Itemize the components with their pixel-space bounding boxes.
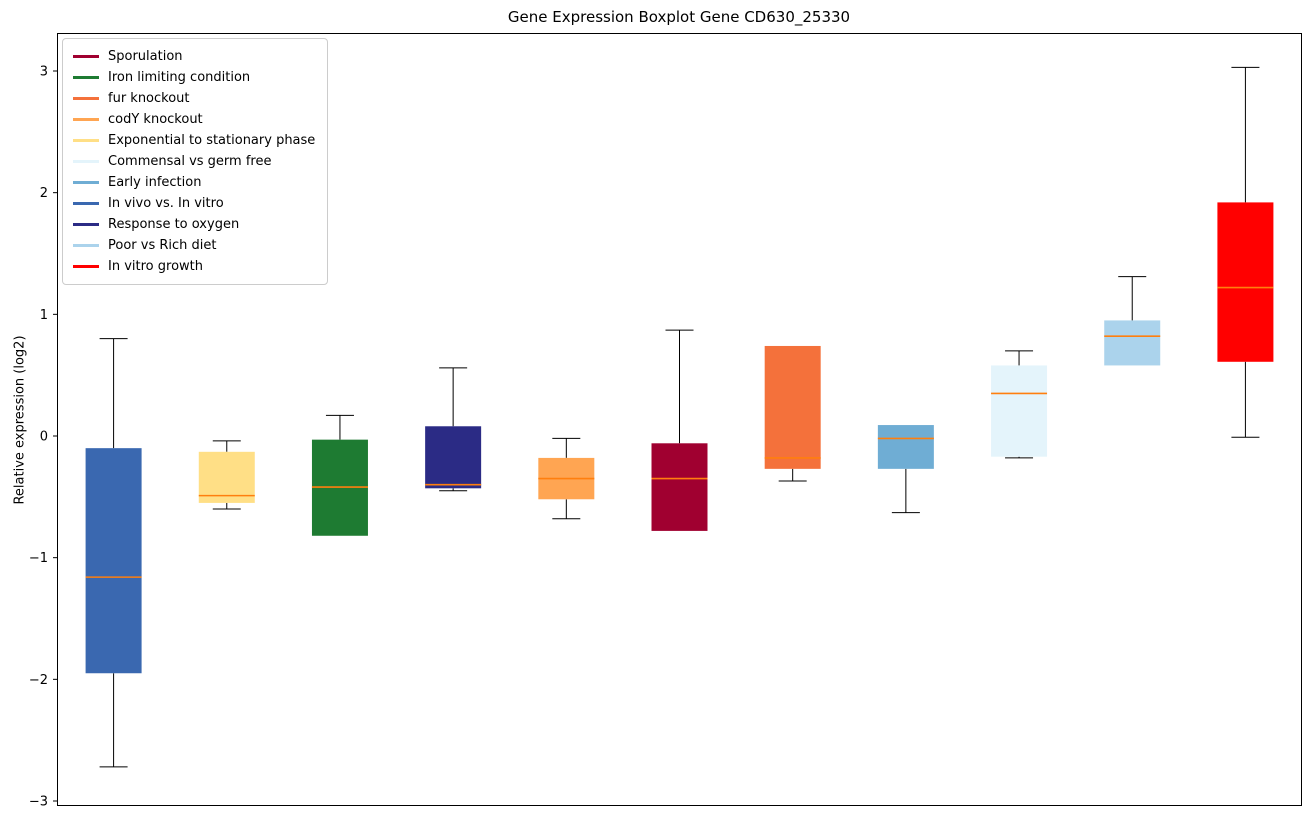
legend-swatch bbox=[73, 55, 99, 58]
legend-label: Poor vs Rich diet bbox=[108, 238, 217, 253]
legend-item-commensal-vs-germ-free: Commensal vs germ free bbox=[73, 151, 315, 172]
legend-swatch bbox=[73, 118, 99, 121]
y-tick-label: 2 bbox=[40, 186, 48, 201]
legend-swatch bbox=[73, 181, 99, 184]
box-in-vitro-growth bbox=[1217, 66, 1274, 438]
legend-swatch bbox=[73, 160, 99, 163]
box-fur-knockout bbox=[764, 345, 821, 482]
legend: Sporulation Iron limiting condition fur kn… bbox=[62, 38, 329, 285]
legend-label: Early infection bbox=[108, 175, 202, 190]
box-body bbox=[198, 451, 255, 503]
plot-area: −3 −2 −1 0 1 2 3 bbox=[29, 33, 1302, 810]
legend-item-iron-limiting-condition: Iron limiting condition bbox=[73, 67, 315, 88]
legend-item-sporulation: Sporulation bbox=[73, 46, 315, 67]
chart-title: Gene Expression Boxplot Gene CD630_25330 bbox=[507, 8, 851, 26]
box-sporulation bbox=[651, 329, 708, 531]
legend-swatch bbox=[73, 223, 99, 226]
box-body bbox=[764, 345, 821, 469]
legend-label: codY knockout bbox=[108, 112, 203, 127]
y-tick-label: −2 bbox=[29, 673, 48, 688]
legend-swatch bbox=[73, 139, 99, 142]
legend-swatch bbox=[73, 202, 99, 205]
legend-item-poor-vs-rich-diet: Poor vs Rich diet bbox=[73, 235, 315, 256]
legend-label: In vitro growth bbox=[108, 259, 203, 274]
box-cody-knockout bbox=[538, 437, 595, 520]
legend-label: Iron limiting condition bbox=[108, 70, 251, 85]
box-poor-vs-rich-diet bbox=[1104, 276, 1161, 366]
legend-item-response-to-oxygen: Response to oxygen bbox=[73, 214, 315, 235]
legend-swatch bbox=[73, 265, 99, 268]
box-body bbox=[425, 426, 482, 489]
legend-label: Response to oxygen bbox=[108, 217, 240, 232]
box-response-to-oxygen bbox=[425, 367, 482, 492]
legend-label: fur knockout bbox=[108, 91, 190, 106]
legend-item-cody-knockout: codY knockout bbox=[73, 109, 315, 130]
legend-item-early-infection: Early infection bbox=[73, 172, 315, 193]
box-body bbox=[991, 365, 1048, 457]
legend-label: Commensal vs germ free bbox=[108, 154, 272, 169]
box-body bbox=[1217, 202, 1274, 362]
legend-label: In vivo vs. In vitro bbox=[108, 196, 224, 211]
box-exponential-to-stationary-phase bbox=[198, 440, 255, 510]
y-tick-label: −1 bbox=[29, 551, 48, 566]
legend-item-in-vivo-vs-in-vitro: In vivo vs. In vitro bbox=[73, 193, 315, 214]
legend-item-in-vitro-growth: In vitro growth bbox=[73, 256, 315, 277]
box-iron-limiting-condition bbox=[311, 414, 368, 536]
y-tick-label: 0 bbox=[40, 430, 48, 445]
legend-item-exponential-to-stationary-phase: Exponential to stationary phase bbox=[73, 130, 315, 151]
legend-label: Exponential to stationary phase bbox=[108, 133, 316, 148]
box-body bbox=[1104, 320, 1161, 366]
legend-swatch bbox=[73, 76, 99, 79]
box-body bbox=[877, 425, 934, 469]
y-tick-label: 1 bbox=[40, 308, 48, 323]
box-in-vivo-vs-in-vitro bbox=[85, 338, 142, 768]
legend-label: Sporulation bbox=[108, 49, 183, 64]
box-body bbox=[651, 443, 708, 531]
legend-item-fur-knockout: fur knockout bbox=[73, 88, 315, 109]
box-early-infection bbox=[877, 425, 934, 514]
box-commensal-vs-germ-free bbox=[991, 350, 1048, 459]
legend-swatch bbox=[73, 244, 99, 247]
axes-frame bbox=[57, 33, 1302, 806]
y-tick-label: −3 bbox=[29, 795, 48, 810]
y-axis-label: Relative expression (log2) bbox=[12, 335, 28, 505]
y-tick-label: 3 bbox=[40, 65, 48, 80]
box-body bbox=[85, 448, 142, 674]
legend-swatch bbox=[73, 97, 99, 100]
